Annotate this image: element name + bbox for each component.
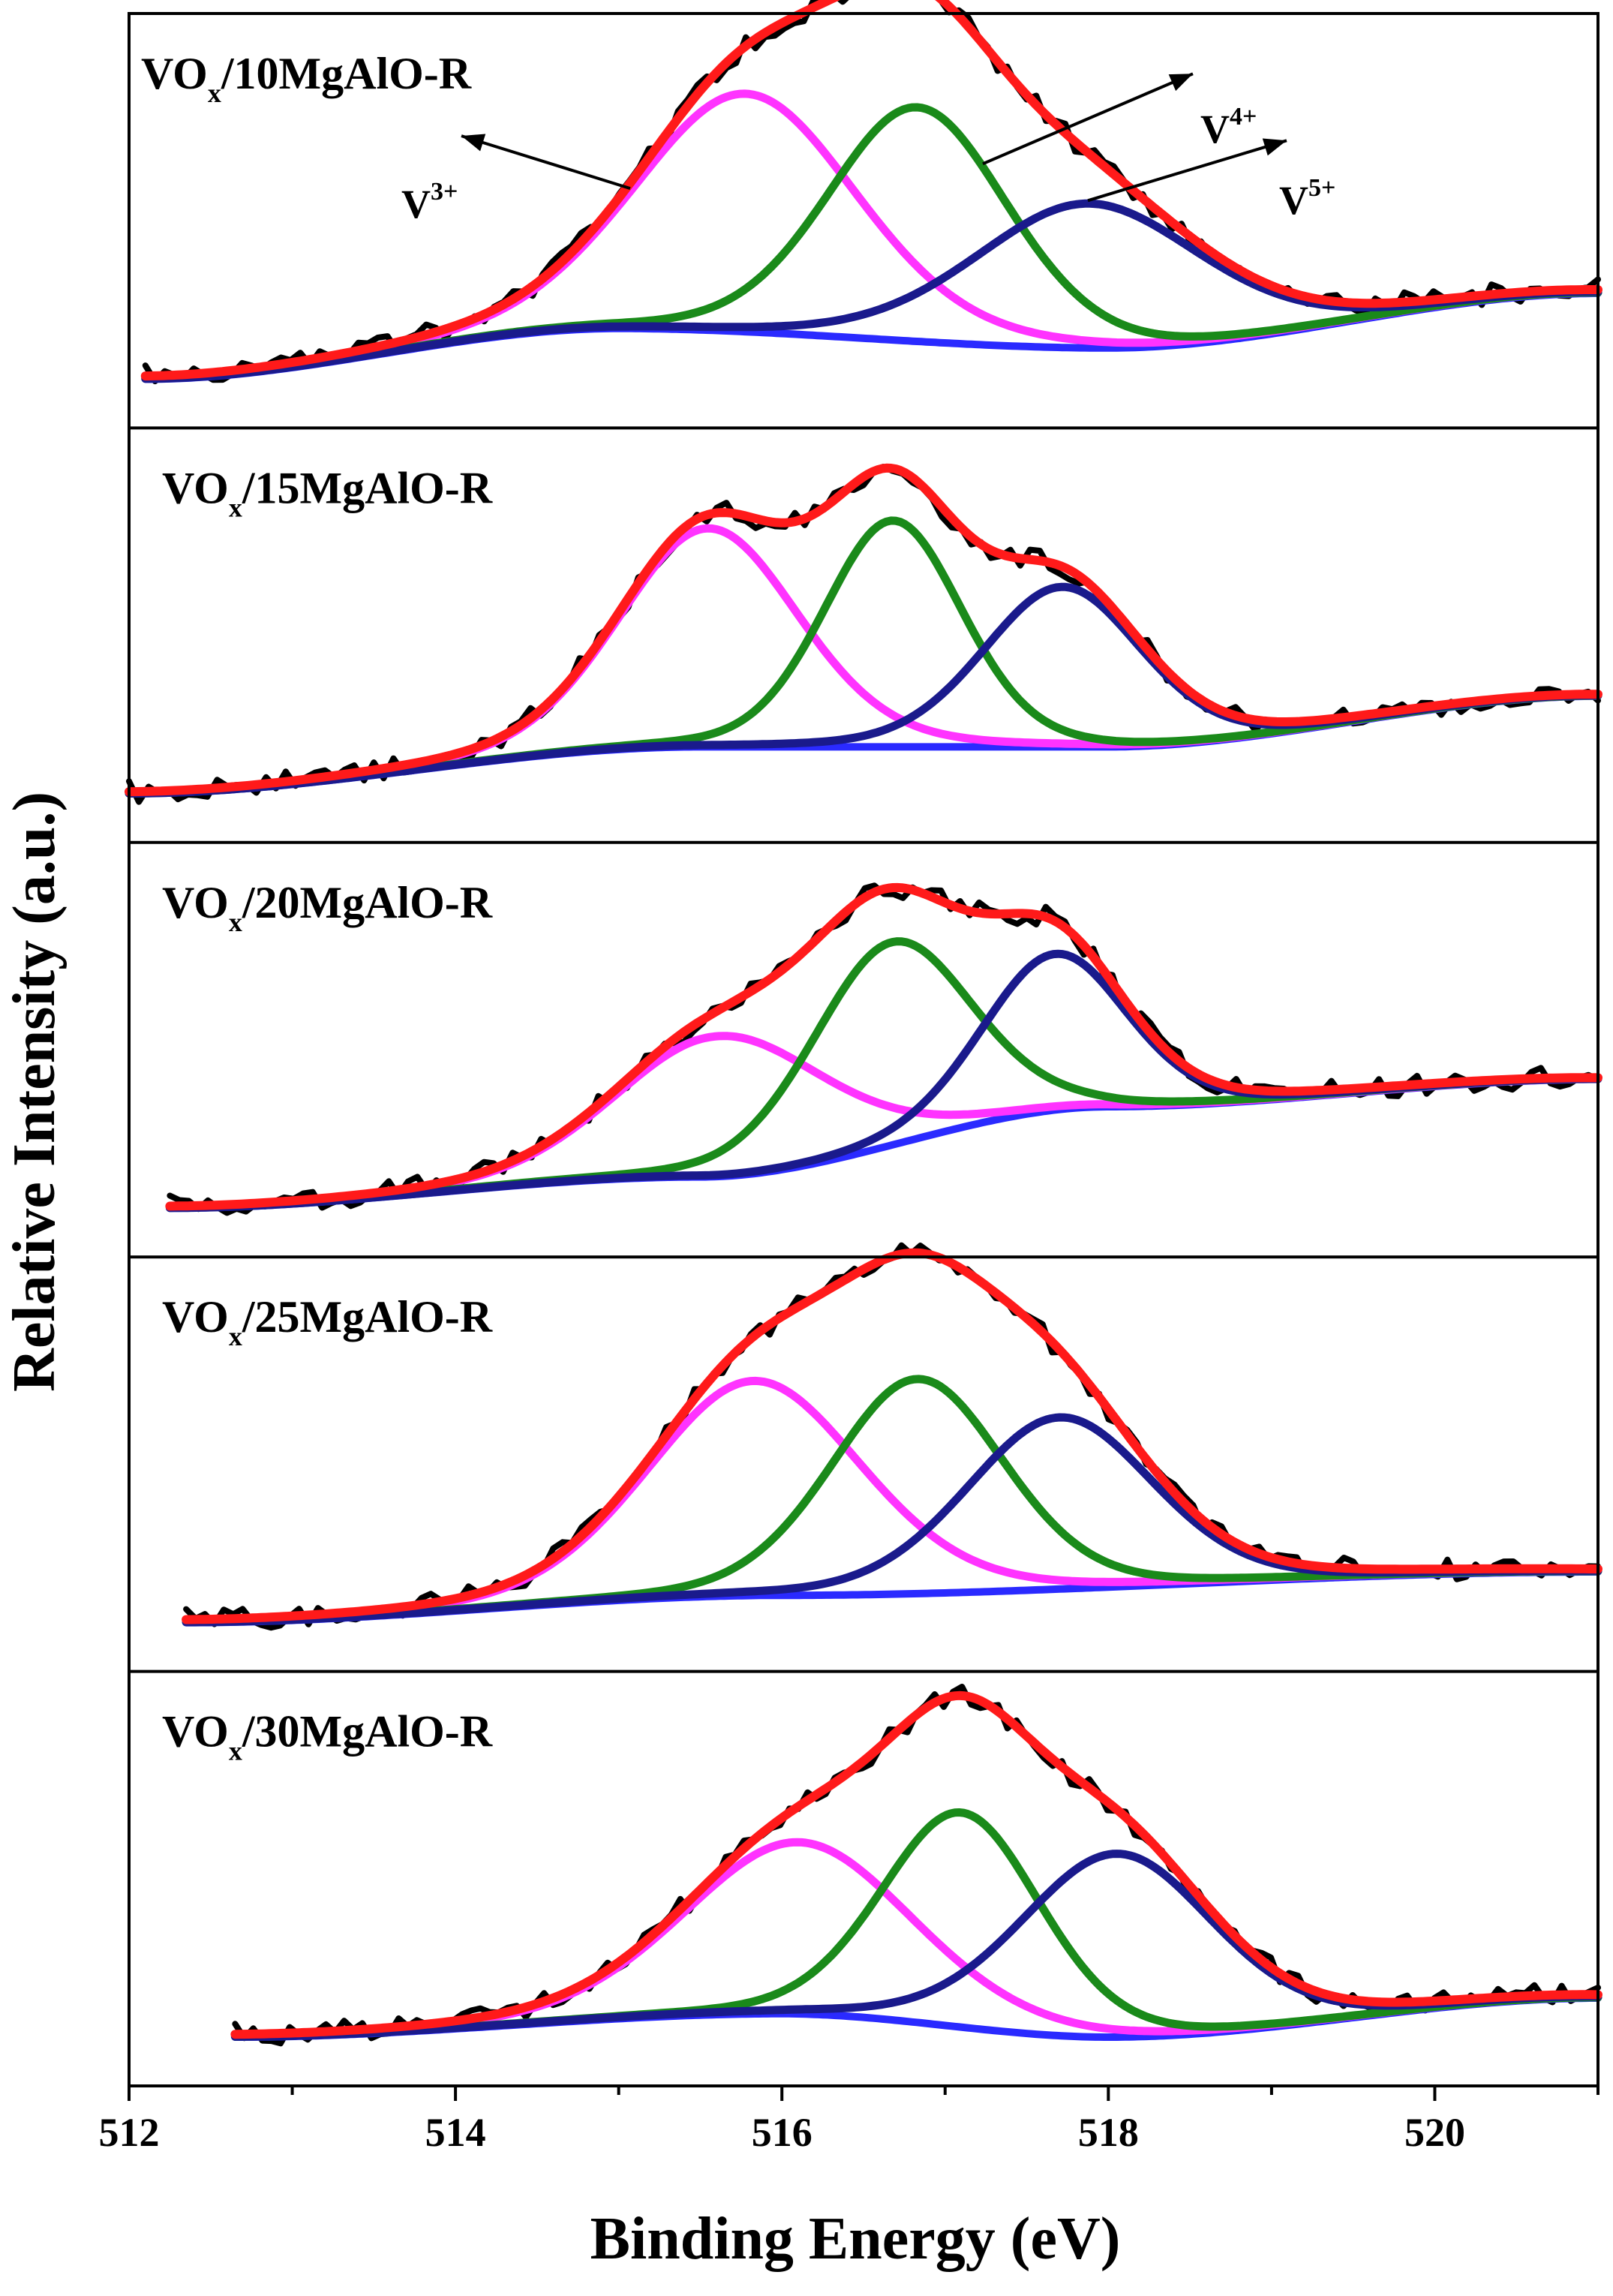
envelope-fit-line bbox=[140, 0, 1602, 381]
peak-v3plus-line bbox=[182, 1376, 1602, 1625]
annotation-arrow-line bbox=[982, 72, 1194, 166]
panel-4: VOx/25MgAlO-R bbox=[162, 1242, 1602, 1631]
panel-title: VOx/25MgAlO-R bbox=[162, 1292, 493, 1351]
annotation-label: V4+ bbox=[1200, 103, 1257, 152]
x-tick-label: 512 bbox=[99, 2110, 160, 2155]
envelope-fit-line bbox=[165, 882, 1602, 1211]
x-tick-label: 514 bbox=[425, 2110, 486, 2155]
x-tick-label: 520 bbox=[1404, 2110, 1465, 2155]
annotation-v5plus: V5+ bbox=[1087, 138, 1335, 223]
panel-3: VOx/20MgAlO-R bbox=[162, 878, 1602, 1216]
panel-title: VOx/20MgAlO-R bbox=[162, 878, 493, 937]
peak-v3plus-line bbox=[165, 1032, 1602, 1212]
peak-v4plus-line bbox=[125, 516, 1602, 798]
raw-data-line bbox=[167, 882, 1601, 1216]
annotation-arrow-head bbox=[461, 134, 486, 152]
panel-title: VOx/10MgAlO-R bbox=[141, 49, 472, 108]
envelope-fit-line bbox=[125, 463, 1602, 797]
annotation-label: V5+ bbox=[1279, 174, 1335, 223]
panel-1: VOx/10MgAlO-R V3+ V4+ V5+ bbox=[140, 0, 1602, 385]
x-tick-label: 516 bbox=[752, 2110, 813, 2155]
peak-v4plus-line bbox=[165, 937, 1602, 1212]
annotation-arrow-line bbox=[1087, 139, 1287, 203]
x-tick-label: 518 bbox=[1078, 2110, 1139, 2155]
annotation-arrow-head bbox=[1168, 74, 1193, 92]
annotation-v4plus: V4+ bbox=[982, 72, 1257, 166]
panel-5: VOx/30MgAlO-R bbox=[162, 1684, 1602, 2047]
panel-2: VOx/15MgAlO-R bbox=[125, 463, 1602, 805]
annotation-arrow-head bbox=[1262, 138, 1287, 156]
annotation-v3plus: V3+ bbox=[401, 134, 631, 227]
panels-layer: VOx/10MgAlO-R V3+ V4+ V5+ VOx/15MgAlO-R VOx/2… bbox=[125, 0, 1602, 2087]
raw-data-line bbox=[126, 464, 1601, 805]
panel-title: VOx/30MgAlO-R bbox=[162, 1707, 493, 1766]
annotation-label: V3+ bbox=[401, 178, 458, 227]
peak-v3plus-line bbox=[125, 524, 1602, 797]
y-axis-title: Relative Intensity (a.u.) bbox=[2, 792, 68, 1392]
annotation-arrow-line bbox=[461, 134, 631, 191]
x-axis-title: Binding Energy (eV) bbox=[590, 2206, 1121, 2272]
plot-frame bbox=[128, 12, 1599, 2087]
panel-title: VOx/15MgAlO-R bbox=[162, 463, 493, 522]
peak-v5plus-line bbox=[165, 949, 1602, 1213]
x-axis: 512 514 516 518 520 bbox=[99, 2086, 1599, 2155]
envelope-fit-line bbox=[230, 1690, 1602, 2039]
peak-v5plus-line bbox=[230, 1850, 1602, 2041]
